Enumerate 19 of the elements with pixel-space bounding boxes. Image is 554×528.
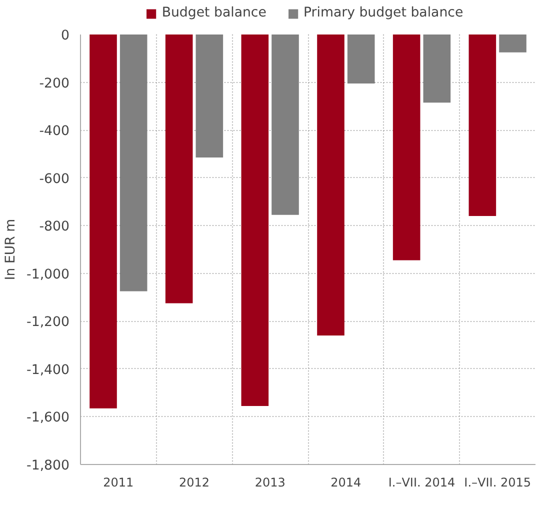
legend-label: Primary budget balance (303, 6, 464, 20)
x-tick-label: 2013 (254, 476, 286, 490)
y-tick-label: -1,200 (26, 315, 70, 330)
y-tick-label: -400 (39, 124, 70, 140)
y-tick-label: -200 (39, 76, 70, 92)
y-tick-label: 0 (61, 28, 70, 44)
y-tick-label: -1,800 (26, 458, 70, 474)
y-tick-label: -1,600 (26, 410, 70, 426)
y-axis-title: In EUR m (4, 218, 19, 280)
x-tick-label: 2012 (178, 476, 210, 490)
x-tick-label: 2011 (103, 476, 134, 490)
y-tick-label: -1,400 (26, 362, 70, 378)
x-tick-label: I.–VII. 2015 (464, 476, 531, 490)
y-tick-label: -1,000 (26, 267, 70, 282)
y-tick-label: -600 (39, 172, 70, 187)
x-tick-label: I.–VII. 2014 (388, 476, 456, 490)
x-tick-label: 2014 (330, 476, 362, 490)
legend-label: Budget balance (162, 6, 266, 20)
y-tick-label: -800 (39, 220, 70, 235)
